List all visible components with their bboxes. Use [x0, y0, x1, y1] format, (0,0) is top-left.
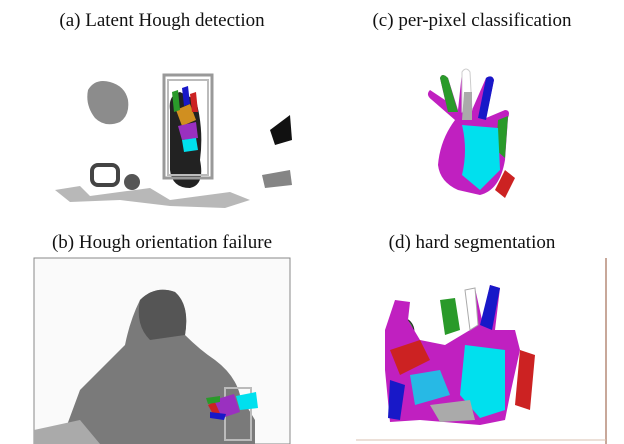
caption: (a) Latent Hough detection: [59, 10, 265, 31]
panel-a-image: [30, 40, 295, 220]
caption: (b) Hough orientation failure: [52, 232, 272, 253]
caption: (c) per-pixel classification: [372, 10, 572, 31]
caption: (d) hard segmentation: [389, 232, 556, 253]
panel-d-image: [356, 258, 607, 444]
panel-b-image: [33, 257, 291, 444]
panel-c-image: [427, 68, 515, 198]
